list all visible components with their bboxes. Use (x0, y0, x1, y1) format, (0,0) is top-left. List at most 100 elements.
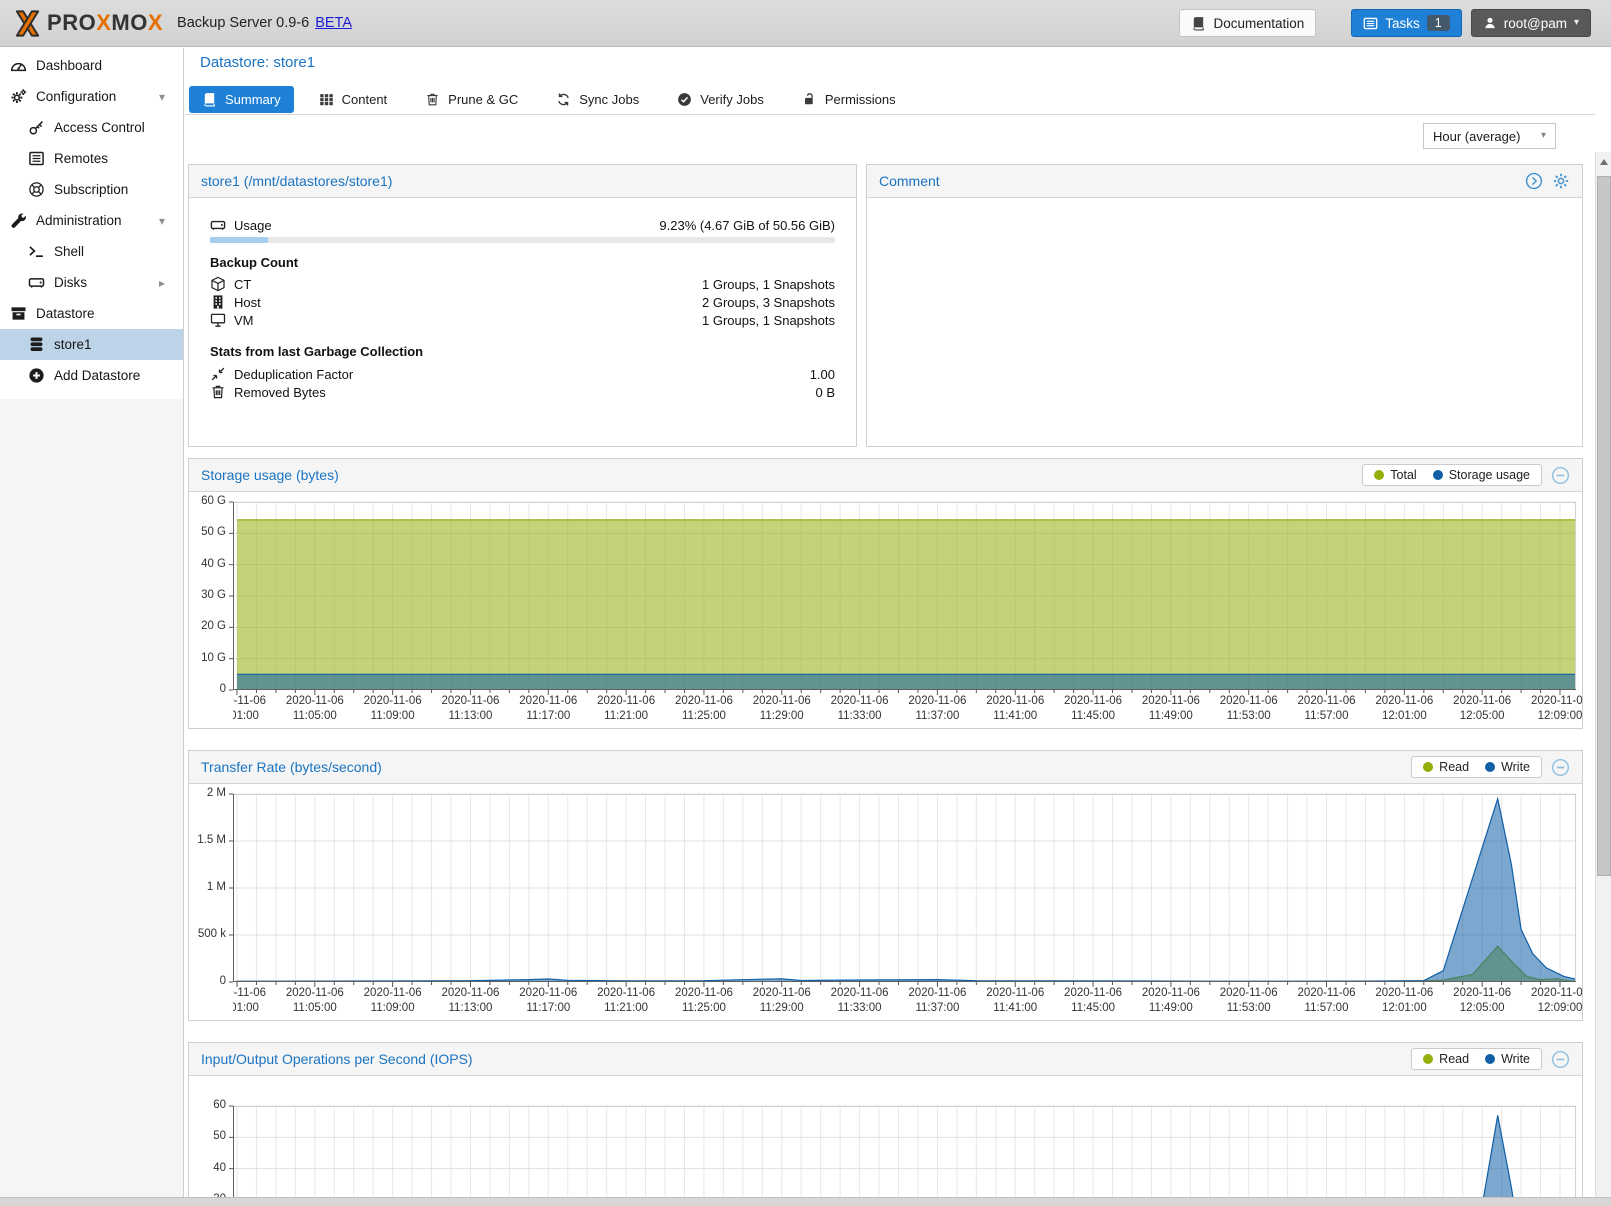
tasks-button[interactable]: Tasks 1 (1351, 9, 1462, 37)
page-title: Datastore: store1 (200, 54, 316, 71)
minus-circle-icon[interactable] (1551, 466, 1570, 485)
sidebar-item-store1[interactable]: store1 (0, 329, 183, 360)
sidebar-item-shell[interactable]: Shell (0, 236, 183, 267)
x-axis-tick-label: 2020-11-06 11:57:00 (1298, 694, 1356, 724)
gear-icon[interactable] (1552, 172, 1570, 190)
tab-content[interactable]: Content (306, 86, 401, 113)
tab-sync-jobs[interactable]: Sync Jobs (543, 86, 652, 113)
vertical-scrollbar[interactable] (1595, 152, 1611, 1197)
sidebar-item-subscription[interactable]: Subscription (0, 174, 183, 205)
caret-down-icon[interactable]: ▾ (158, 213, 165, 228)
y-axis-tick-label: 40 G (201, 557, 226, 570)
legend-dot-icon (1485, 1054, 1496, 1064)
sidebar-item-disks[interactable]: Disks ▸ (0, 267, 183, 298)
sidebar-item-datastore[interactable]: Datastore (0, 298, 183, 329)
minus-circle-icon[interactable] (1551, 1050, 1570, 1069)
y-axis-tick-label: 500 k (197, 928, 226, 940)
legend-item-read[interactable]: Read (1423, 1052, 1469, 1066)
user-icon (1483, 16, 1497, 30)
datastore-summary-title: store1 (/mnt/datastores/store1) (201, 173, 393, 189)
x-tick-time: 11:37:00 (915, 1002, 960, 1014)
sidebar-item-configuration[interactable]: Configuration ▾ (0, 81, 183, 112)
chevron-circle-right-icon[interactable] (1525, 172, 1543, 190)
chart-title: Transfer Rate (bytes/second) (201, 759, 382, 775)
sidebar-item-add-datastore[interactable]: Add Datastore (0, 360, 183, 391)
x-axis-tick-label: 2020-11-06 11:49:00 (1142, 986, 1200, 1016)
x-axis-tick-label: 2020-11-06 11:33:00 (831, 986, 889, 1016)
y-axis-tick-label: 0 (219, 975, 226, 987)
stat-row-removed-bytes: Removed Bytes 0 B (189, 383, 856, 401)
y-axis-tick-label: 40 (213, 1161, 226, 1174)
tab-verify-jobs[interactable]: Verify Jobs (664, 86, 777, 113)
legend-label: Storage usage (1448, 468, 1530, 482)
x-tick-date: 2020-11-06 (1453, 987, 1512, 999)
x-tick-time: 11:01:00 (233, 1002, 259, 1014)
y-axis-tick-label: 2 M (206, 787, 226, 799)
legend-item-write[interactable]: Write (1485, 760, 1530, 774)
minus-circle-icon[interactable] (1551, 758, 1570, 777)
sidebar-item-access-control[interactable]: Access Control (0, 112, 183, 143)
backup-count-title: Backup Count (210, 255, 299, 270)
beta-link[interactable]: BETA (315, 15, 353, 31)
tab-prune-gc[interactable]: Prune & GC (412, 86, 531, 113)
sidebar-item-administration[interactable]: Administration ▾ (0, 205, 183, 236)
x-tick-time: 11:53:00 (1226, 1002, 1271, 1014)
x-axis-tick-label: 2020-11-06 11:05:00 (286, 694, 344, 724)
x-tick-time: 11:21:00 (604, 710, 649, 722)
proxmox-wordmark: PROXMOX (47, 10, 164, 35)
comment-body[interactable] (867, 198, 1582, 446)
x-tick-time: 11:57:00 (1304, 710, 1349, 722)
tab-permissions[interactable]: Permissions (789, 86, 909, 113)
sidebar-item-label: store1 (54, 337, 92, 352)
x-axis-tick-label: 2020-11-06 11:09:00 (364, 694, 422, 724)
x-tick-date: 2020-11-06 (285, 987, 344, 999)
book-icon (1191, 16, 1206, 31)
caret-right-icon[interactable]: ▸ (158, 275, 165, 290)
wrench-icon (10, 212, 27, 229)
chart-legend[interactable]: Total Storage usage (1362, 464, 1542, 486)
legend-label: Write (1501, 1052, 1530, 1066)
x-tick-time: 11:45:00 (1071, 1002, 1116, 1014)
legend-item-write[interactable]: Write (1485, 1052, 1530, 1066)
user-menu-button[interactable]: root@pam ▾ (1470, 9, 1591, 37)
x-axis-tick-label: 2020-11-06 11:21:00 (597, 694, 655, 724)
tab-summary[interactable]: Summary (189, 85, 294, 113)
sidebar-item-dashboard[interactable]: Dashboard (0, 50, 183, 81)
gc-stats-title: Stats from last Garbage Collection (210, 344, 424, 359)
x-tick-time: 11:13:00 (448, 1002, 493, 1014)
x-tick-time: 11:33:00 (837, 710, 882, 722)
x-axis-tick-label: 2020-11-06 11:09:00 (364, 986, 422, 1016)
compress-icon (210, 366, 226, 382)
archive-icon (10, 305, 27, 322)
comment-title: Comment (879, 173, 940, 189)
x-tick-date: 2020-11-06 (1375, 987, 1434, 999)
caret-down-icon[interactable]: ▾ (158, 89, 165, 104)
x-axis-tick-label: 2020-11-06 11:37:00 (908, 986, 966, 1016)
x-axis-tick-label: 2020-11-06 11:53:00 (1220, 694, 1278, 724)
x-tick-date: 2020-11-06 (519, 987, 578, 999)
legend-item-total[interactable]: Total (1374, 468, 1417, 482)
proxmox-logo: PROXMOX (12, 8, 163, 39)
chart-legend[interactable]: Read Write (1411, 756, 1542, 778)
legend-dot-icon (1432, 470, 1443, 480)
documentation-button[interactable]: Documentation (1179, 9, 1317, 37)
x-tick-date: 2020-11-06 (1219, 695, 1278, 707)
chart-legend[interactable]: Read Write (1411, 1048, 1542, 1070)
scrollbar-up-arrow-icon[interactable] (1600, 159, 1608, 165)
sidebar-item-remotes[interactable]: Remotes (0, 143, 183, 174)
x-tick-date: 2020-11-06 (441, 987, 500, 999)
sync-icon (556, 92, 571, 107)
y-axis-tick-label: 30 G (201, 589, 226, 601)
x-axis-tick-label: 2020-11-06 11:41:00 (986, 694, 1044, 724)
tab-label: Summary (225, 91, 281, 107)
stat-label: CT (234, 276, 252, 292)
sidebar-item-label: Access Control (54, 120, 145, 135)
tab-bar: Summary Content Prune & GC Sync Jobs Verify … (189, 84, 1591, 114)
legend-item-storage-usage[interactable]: Storage usage (1432, 468, 1530, 482)
timeframe-dropdown[interactable]: Hour (average) ▾ (1423, 123, 1556, 149)
x-tick-date: 2020-11-06 (233, 695, 266, 707)
x-tick-date: 2020-11-06 (1531, 695, 1582, 707)
cube-icon (210, 276, 226, 292)
scrollbar-thumb[interactable] (1597, 176, 1611, 876)
legend-item-read[interactable]: Read (1423, 760, 1469, 774)
